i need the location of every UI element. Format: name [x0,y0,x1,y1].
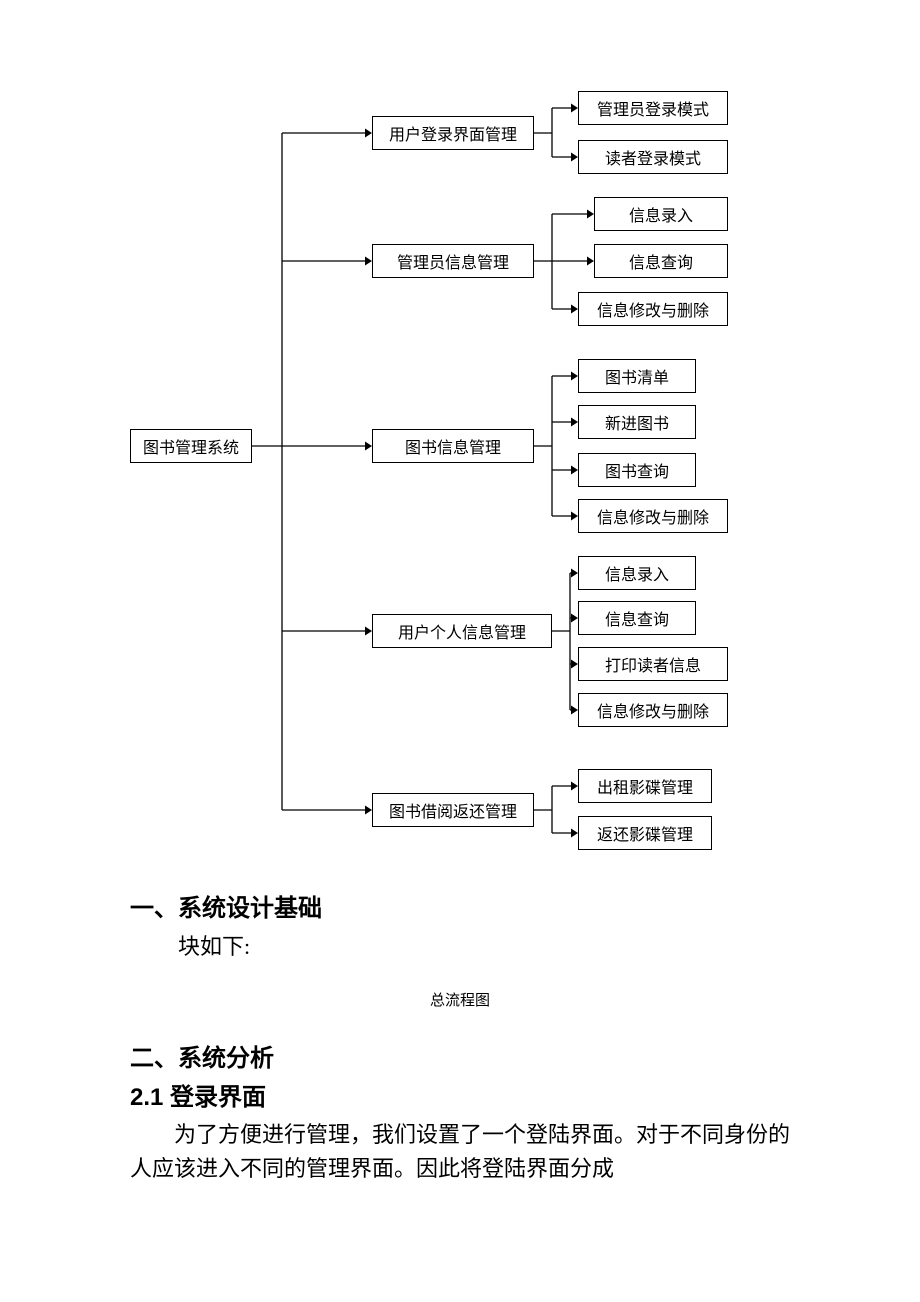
level2-node: 管理员信息管理 [372,244,534,278]
heading-2: 二、系统分析 [130,1038,790,1073]
level3-node: 管理员登录模式 [578,91,728,125]
heading-1: 一、系统设计基础 [130,888,790,923]
root-node: 图书管理系统 [130,429,252,463]
level3-node: 信息修改与删除 [578,499,728,533]
subline: 块如下: [178,929,790,961]
level2-node: 图书借阅返还管理 [372,793,534,827]
level3-node: 信息修改与删除 [578,292,728,326]
paragraph: 为了方便进行管理，我们设置了一个登陆界面。对于不同身份的人应该进入不同的管理界面… [130,1118,790,1186]
level2-node: 用户登录界面管理 [372,116,534,150]
heading-3: 2.1 登录界面 [130,1077,790,1112]
level3-node: 信息录入 [578,556,696,590]
level2-node: 图书信息管理 [372,429,534,463]
level3-node: 图书查询 [578,453,696,487]
level3-node: 返还影碟管理 [578,816,712,850]
level3-node: 读者登录模式 [578,140,728,174]
diagram-caption: 总流程图 [130,989,790,1010]
level3-node: 新进图书 [578,405,696,439]
level3-node: 打印读者信息 [578,647,728,681]
level3-node: 信息查询 [594,244,728,278]
document-body: 一、系统设计基础 块如下: 总流程图 二、系统分析 2.1 登录界面 为了方便进… [0,888,920,1226]
level2-node: 用户个人信息管理 [372,614,552,648]
level3-node: 图书清单 [578,359,696,393]
tree-diagram: 图书管理系统用户登录界面管理管理员登录模式读者登录模式管理员信息管理信息录入信息… [0,0,920,880]
level3-node: 信息修改与删除 [578,693,728,727]
level3-node: 信息查询 [578,601,696,635]
level3-node: 信息录入 [594,197,728,231]
level3-node: 出租影碟管理 [578,769,712,803]
